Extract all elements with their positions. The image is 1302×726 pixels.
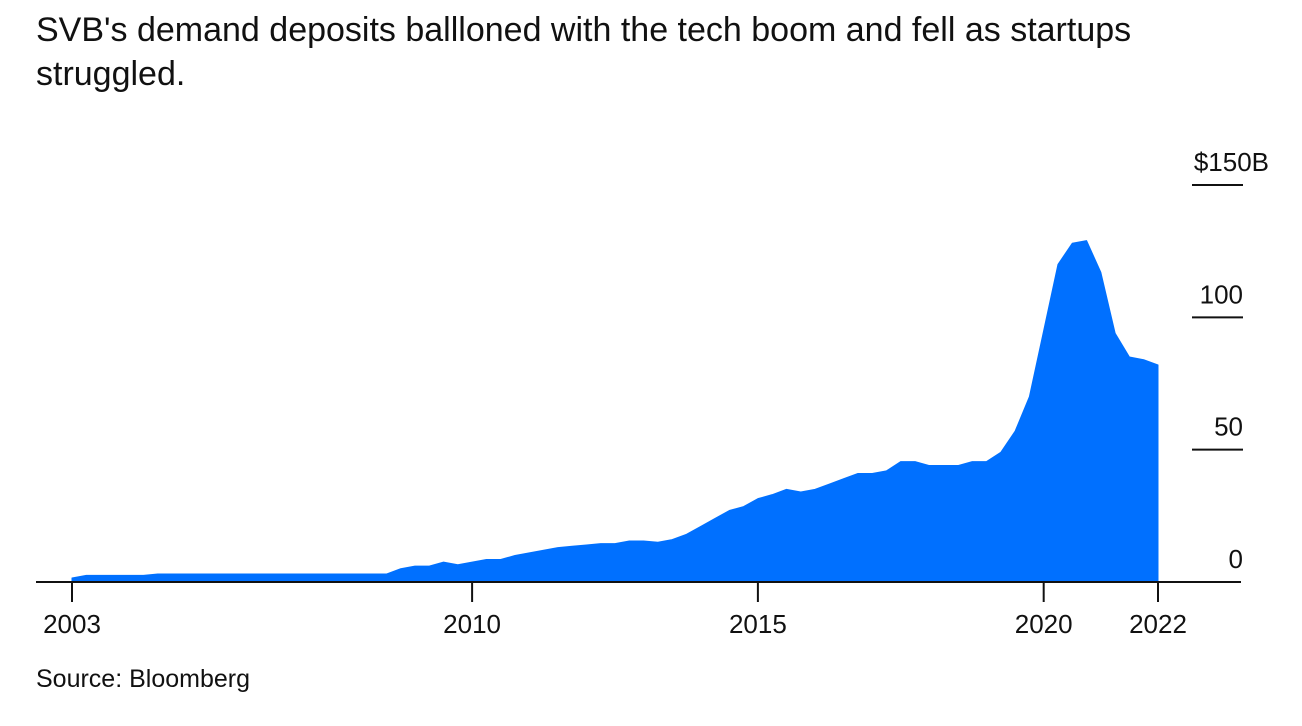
x-tick-label-1: 2010: [443, 609, 501, 639]
area-series-0: [72, 241, 1158, 582]
source-note: Source: Bloomberg: [36, 664, 250, 694]
y-axis: 0 50 100 $150B: [1192, 147, 1269, 574]
x-axis: 2003 2010 2015 2020 2022: [43, 582, 1187, 639]
x-tick-label-3: 2020: [1015, 609, 1073, 639]
chart-svg: 0 50 100 $150B 2003 2010 2015 2020 2022: [0, 0, 1302, 726]
y-tick-label-2: 100: [1200, 279, 1243, 309]
y-tick-label-3: $150B: [1194, 147, 1269, 177]
plot-area: [72, 241, 1158, 582]
x-tick-label-0: 2003: [43, 609, 101, 639]
x-tick-label-2: 2015: [729, 609, 787, 639]
y-tick-label-1: 50: [1214, 412, 1243, 442]
y-tick-label-0: 0: [1229, 544, 1243, 574]
x-tick-label-4: 2022: [1129, 609, 1187, 639]
